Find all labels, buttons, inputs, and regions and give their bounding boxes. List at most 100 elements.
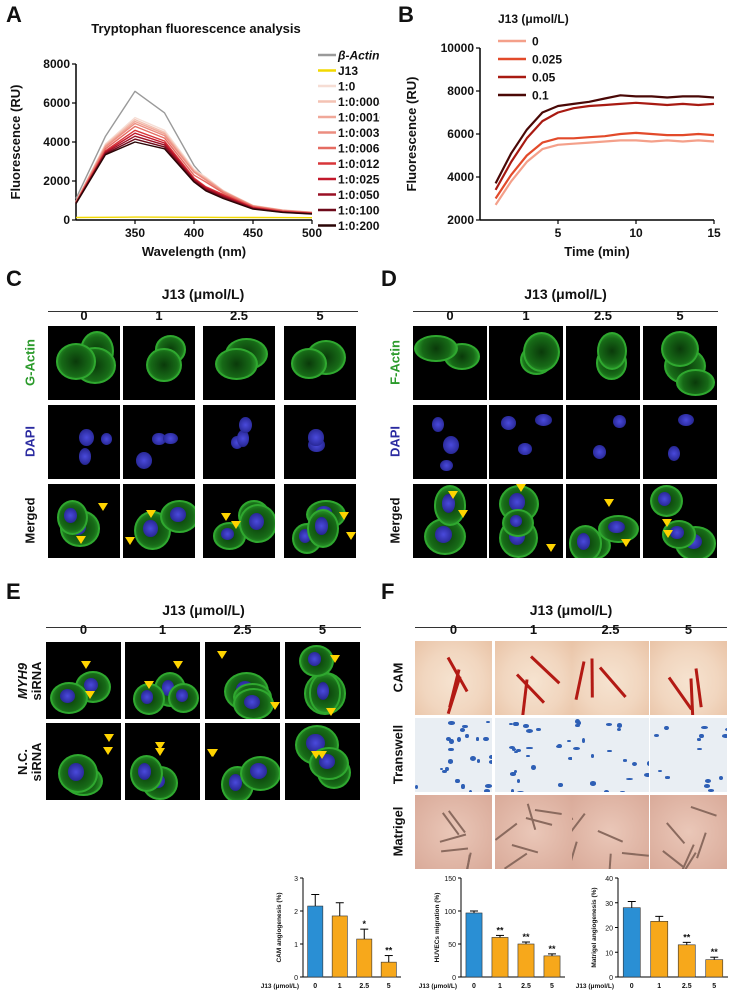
column-label: 1: [155, 308, 163, 323]
row-label-merged: Merged: [22, 497, 38, 544]
photo-f-2-1: [495, 795, 572, 869]
x-tick-label: 5: [712, 983, 716, 990]
migrated-cell: [483, 789, 491, 792]
arrowhead-marker: [146, 510, 157, 519]
tube-network: [572, 813, 586, 836]
migrated-cell: [590, 754, 595, 758]
x-tick-label: 400: [184, 226, 204, 240]
migrated-cell: [468, 790, 473, 792]
grid-header: J13 (μmol/L): [162, 602, 245, 618]
nucleus: [250, 763, 267, 779]
nucleus: [577, 533, 591, 550]
micrograph-c-1-3: [284, 405, 356, 479]
nucleus: [500, 416, 517, 431]
row-label-matrigel: Matrigel: [390, 806, 406, 857]
migrated-cell: [415, 784, 419, 790]
arrowhead-marker: [97, 503, 108, 512]
migrated-cell: [701, 725, 709, 730]
tube-network: [690, 805, 717, 816]
migrated-cell: [653, 733, 660, 738]
x-tick-label: 0: [472, 983, 476, 990]
migrated-cell: [703, 784, 711, 788]
micrograph-c-0-3: [284, 326, 356, 400]
tube-network: [621, 852, 649, 857]
panel-label-e: E: [6, 579, 21, 604]
legend-label-1: 0.025: [532, 53, 562, 67]
arrowhead-marker: [216, 651, 227, 660]
series-line-10: [75, 138, 313, 215]
blood-vessel: [530, 655, 561, 685]
y-tick-label: 8000: [447, 84, 474, 98]
panel-label-b: B: [398, 2, 414, 27]
series-line-1: [75, 216, 313, 219]
migrated-cell: [485, 784, 492, 788]
nucleus: [658, 492, 672, 507]
arrowhead-marker: [269, 701, 280, 710]
nucleus: [306, 733, 325, 752]
y-tick-label: 2: [294, 909, 298, 916]
migrated-cell: [622, 759, 628, 762]
column-label: 2.5: [229, 308, 249, 323]
grid-header: J13 (μmol/L): [529, 602, 613, 618]
column-label: 0: [446, 308, 454, 323]
micrograph-d-2-3: [643, 484, 717, 558]
y-tick-label: 20: [605, 926, 613, 933]
column-label: 5: [316, 308, 324, 323]
micrograph-d-1-0: [413, 405, 487, 479]
arrowhead-marker: [173, 660, 184, 669]
panel-label-c: C: [6, 266, 22, 291]
migrated-cell: [462, 724, 468, 728]
y-tick-label: 2000: [43, 174, 70, 188]
series-line-4: [75, 120, 313, 214]
nucleus: [667, 446, 680, 462]
tube-network: [572, 841, 578, 868]
y-axis-label: Fluorescence (RU): [8, 85, 23, 200]
micrograph-e-1-2: [205, 723, 280, 800]
nucleus: [152, 433, 166, 445]
migrated-cell: [646, 760, 649, 766]
arrowhead-marker: [103, 746, 114, 755]
y-tick-label: 100: [444, 909, 456, 916]
y-tick-label: 2000: [447, 213, 474, 227]
micrograph-d-0-2: [566, 326, 640, 400]
legend-label-7: 1:0:0125: [338, 157, 380, 171]
blood-vessel: [448, 669, 461, 708]
row-label-dapi: DAPI: [387, 425, 403, 458]
legend-label-4: 1:0:0016: [338, 111, 380, 125]
bar-3: [380, 961, 397, 978]
y-axis-label: HUVECs migration (%): [434, 893, 441, 963]
cell-body: [502, 509, 534, 538]
migrated-cell: [454, 778, 460, 784]
migrated-cell: [460, 728, 465, 732]
bar-1: [331, 915, 348, 978]
migrated-cell: [485, 721, 491, 724]
migrated-cell: [605, 722, 612, 726]
micrograph-c-2-2: [203, 484, 275, 558]
row-label-dapi: DAPI: [22, 425, 38, 458]
photo-f-0-1: [495, 641, 572, 715]
tube-network: [525, 816, 552, 826]
migrated-cell: [697, 747, 702, 751]
photo-f-1-1: [495, 718, 572, 792]
nucleus: [138, 763, 152, 780]
migrated-cell: [721, 733, 727, 738]
migrated-cell: [606, 749, 612, 753]
nucleus: [68, 762, 85, 781]
migrated-cell: [513, 721, 519, 727]
migrated-cell: [530, 764, 536, 770]
cell-body: [414, 334, 459, 363]
column-label: 0: [79, 622, 88, 637]
migrated-cell: [516, 779, 521, 784]
nucleus: [100, 433, 113, 446]
arrowhead-marker: [154, 747, 165, 756]
column-label: 2.5: [233, 622, 252, 637]
micrograph-c-2-1: [123, 484, 195, 558]
micrograph-c-0-2: [203, 326, 275, 400]
series-line-11: [75, 141, 313, 215]
arrowhead-marker: [458, 509, 469, 518]
micrograph-e-1-0: [46, 723, 121, 800]
migrated-cell: [696, 737, 702, 741]
row-label-f-actin: F-Actin: [387, 340, 403, 385]
